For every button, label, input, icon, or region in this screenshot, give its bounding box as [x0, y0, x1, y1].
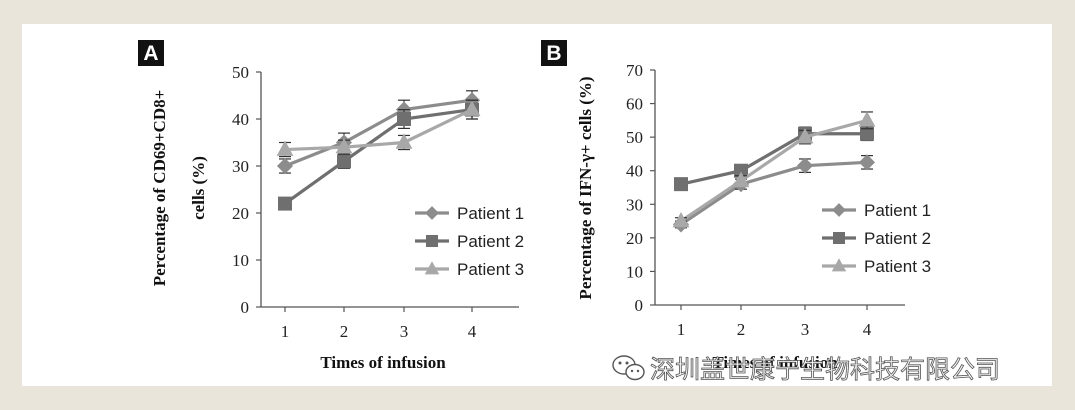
panel-b-x-tick-label: 4 — [863, 320, 872, 339]
panel-a-legend-marker-3 — [424, 261, 440, 275]
panel-b-x-tick-label: 1 — [677, 320, 686, 339]
panel-a-y-tick-label: 20 — [232, 204, 249, 223]
watermark-text: 深圳盖世康宁生物科技有限公司 — [650, 355, 1000, 384]
panel-b-legend-label-3: Patient 3 — [864, 257, 931, 276]
panel-a-legend-label-1: Patient 1 — [457, 204, 524, 223]
panel-b-series-1-point — [796, 157, 814, 174]
panel-b-legend-marker-2 — [833, 232, 845, 244]
panel-a-y-tick-label: 30 — [232, 157, 249, 176]
chart-panel-b: B Percentage of IFN-γ+ cells (%) Times o… — [541, 40, 931, 372]
panel-a-legend-marker-2 — [426, 235, 438, 247]
panel-b-ticks: 0 10 20 30 40 50 60 70 1 2 3 4 — [626, 61, 872, 339]
panel-a-y-tick-label: 10 — [232, 251, 249, 270]
panel-b-x-tick-label: 3 — [801, 320, 810, 339]
panel-a-series-3-line — [284, 108, 473, 152]
panel-a-ticks: 0 10 20 30 40 50 1 2 3 4 — [232, 63, 477, 341]
panel-a-series-3-point — [395, 133, 413, 149]
panel-b-x-tick-label: 2 — [737, 320, 746, 339]
panel-a-y-tick-label: 40 — [232, 110, 249, 129]
panel-a-series-2-point — [397, 112, 411, 126]
panel-a-legend: Patient 1 Patient 2 Patient 3 — [415, 204, 524, 279]
panel-b-legend-marker-3 — [831, 258, 847, 272]
figure-frame — [22, 24, 1052, 386]
panel-a-series-2-point — [337, 154, 351, 169]
panel-a-x-tick-label: 3 — [400, 322, 409, 341]
panel-a-x-tick-label: 1 — [281, 322, 290, 341]
panel-a-series-3-point — [335, 138, 353, 154]
panel-a-series-1-line — [284, 98, 473, 168]
panel-a-series — [276, 90, 481, 211]
panel-a-axes — [260, 72, 519, 308]
panel-b-y-tick-label: 60 — [626, 95, 643, 114]
panel-b-y-tick-label: 0 — [635, 296, 644, 315]
panel-a-series-1-point — [276, 157, 294, 175]
panel-a-xlabel: Times of infusion — [320, 353, 446, 372]
panel-a-legend-label-3: Patient 3 — [457, 260, 524, 279]
panel-b-label-box — [541, 40, 567, 66]
panel-a-series-2-line — [284, 108, 473, 205]
panel-b-label: B — [546, 42, 561, 65]
panel-a-series-2-point — [278, 196, 292, 211]
panel-b-series-1-point — [858, 154, 876, 171]
panel-b-series-2-point — [860, 126, 874, 141]
panel-a-ylabel-line2: cells (%) — [189, 156, 208, 220]
panel-b-series-3-point — [796, 128, 814, 144]
panel-b-legend-marker-1 — [832, 203, 846, 217]
panel-b-series-3-line — [680, 118, 868, 223]
panel-b-series-2-line — [680, 132, 867, 186]
panel-b-legend-label-2: Patient 2 — [864, 229, 931, 248]
panel-a-label: A — [143, 42, 158, 65]
panel-b-y-tick-label: 50 — [626, 128, 643, 147]
panel-b-legend-label-1: Patient 1 — [864, 201, 931, 220]
chart-panel-a: A Percentage of CD69+CD8+ cells (%) Time… — [138, 40, 524, 372]
panel-b-legend: Patient 1 Patient 2 Patient 3 — [822, 201, 931, 276]
panel-a-y-tick-label: 50 — [232, 63, 249, 82]
panel-a-ylabel-line1: Percentage of CD69+CD8+ — [150, 90, 169, 287]
panel-b-axes — [654, 70, 905, 306]
panel-b-series-2-point — [674, 177, 688, 192]
panel-b-series-3-point — [672, 211, 690, 228]
panel-a-x-tick-label: 2 — [340, 322, 349, 341]
panel-b-series-3-point — [732, 171, 750, 188]
watermark: 深圳盖世康宁生物科技有限公司 — [612, 355, 1000, 384]
panel-b-y-tick-label: 10 — [626, 262, 643, 281]
panel-a-series-3-point — [276, 140, 294, 156]
panel-a-x-tick-label: 4 — [468, 322, 477, 341]
panel-b-series-2-point — [734, 163, 748, 178]
panel-a-legend-marker-1 — [425, 206, 439, 220]
panel-a-y-tick-label: 0 — [241, 298, 250, 317]
panel-b-y-tick-label: 20 — [626, 229, 643, 248]
panel-b-xlabel: Times of infusion — [712, 353, 838, 372]
wechat-icon — [612, 355, 645, 381]
panel-b-series-1-line — [680, 160, 868, 226]
panel-b-y-tick-label: 70 — [626, 61, 643, 80]
panel-b-ylabel: Percentage of IFN-γ+ cells (%) — [576, 76, 595, 299]
panel-b-y-tick-label: 40 — [626, 162, 643, 181]
panel-a-label-box — [138, 40, 164, 66]
panel-a-legend-label-2: Patient 2 — [457, 232, 524, 251]
panel-b-y-tick-label: 30 — [626, 195, 643, 214]
panel-a-series-3-point — [463, 100, 481, 116]
panel-b-series — [672, 111, 876, 233]
panel-b-series-3-point — [858, 111, 876, 127]
